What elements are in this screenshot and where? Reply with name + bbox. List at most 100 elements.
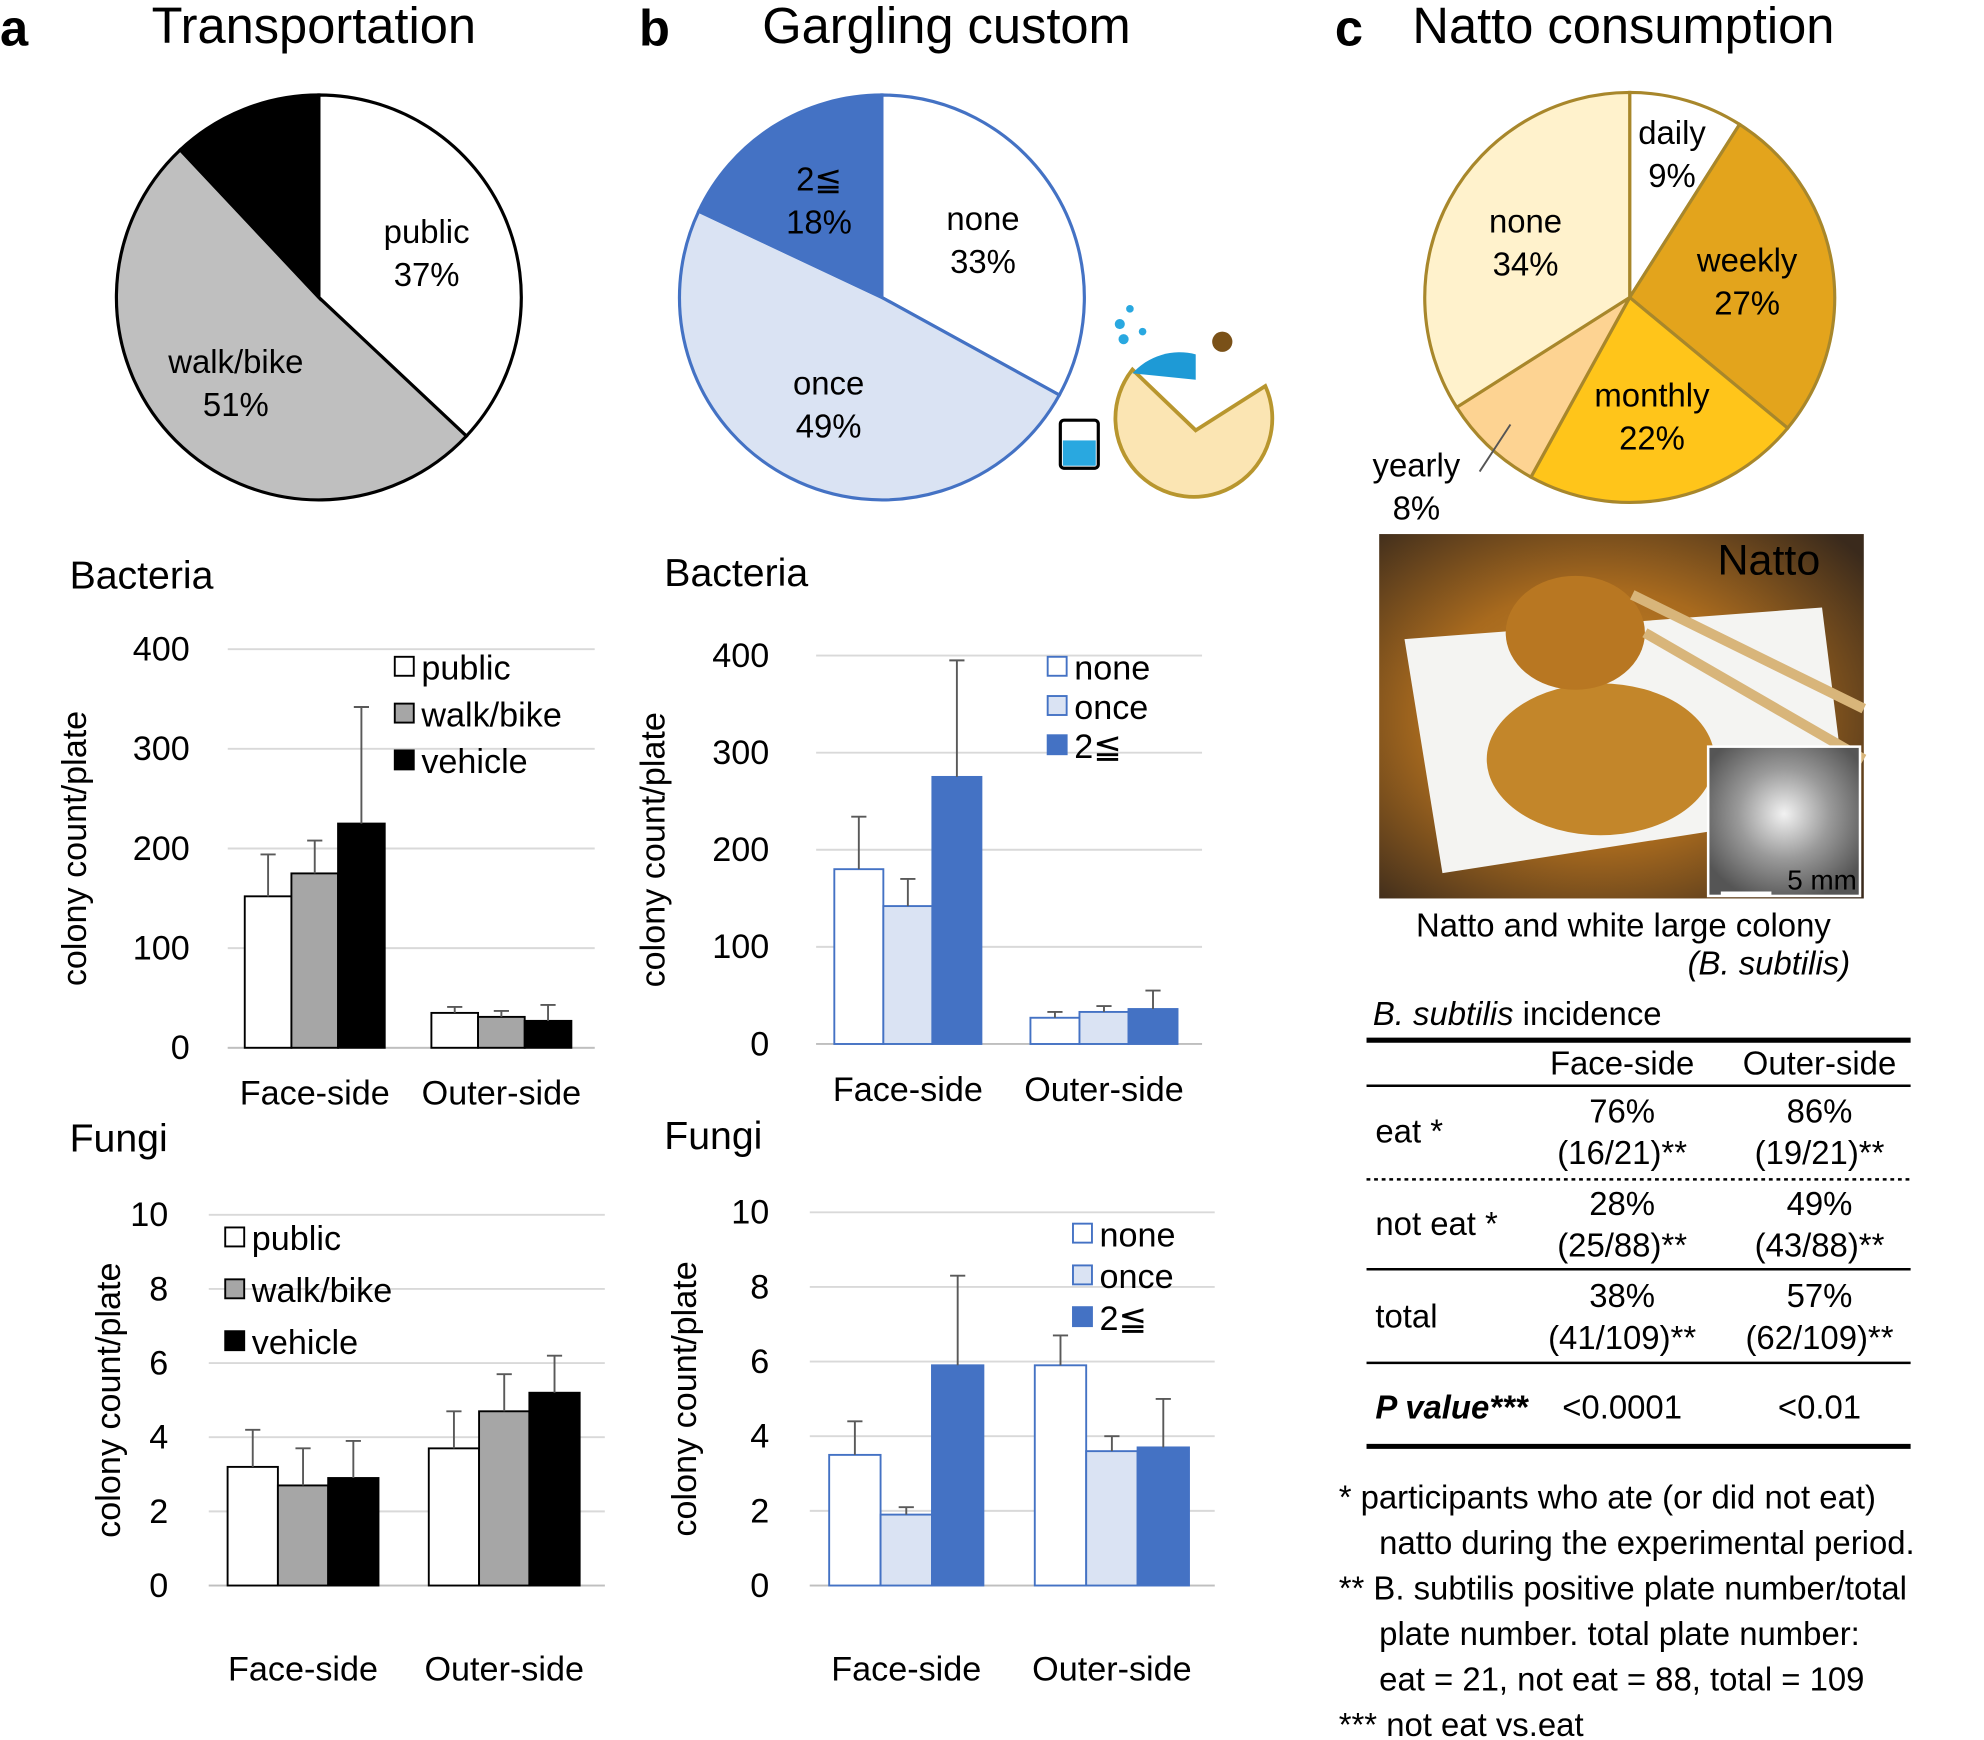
legend-label: none: [1100, 1216, 1176, 1254]
natto-photo: [1379, 534, 1867, 899]
slice-value-label: 34%: [1493, 246, 1559, 283]
x-tick-label: Outer-side: [422, 1075, 581, 1113]
table-cell: <0.0001: [1562, 1389, 1682, 1426]
legend-swatch: [224, 1226, 246, 1248]
bar: [833, 868, 885, 1045]
bar: [931, 775, 983, 1045]
chart-title: Fungi: [664, 1114, 762, 1158]
table-title-rest: incidence: [1514, 995, 1662, 1032]
bar: [430, 1011, 479, 1049]
slice-label: public: [384, 213, 470, 250]
pie-slice: [1423, 90, 1632, 410]
error-bar: [900, 877, 916, 907]
table-cell: (43/88)**: [1755, 1227, 1885, 1264]
column-header: Face-side: [1550, 1044, 1694, 1081]
y-tick-label: 10: [130, 1196, 168, 1234]
legend-swatch: [1046, 734, 1068, 756]
y-tick-label: 0: [750, 1567, 769, 1605]
error-bar: [546, 1354, 563, 1393]
slice-label: monthly: [1594, 377, 1710, 414]
y-tick-label: 200: [712, 831, 769, 869]
table-cell: (41/109)**: [1548, 1319, 1696, 1356]
pie-slice: [1454, 296, 1632, 480]
chart-title: Bacteria: [70, 553, 214, 597]
slice-value-label: 49%: [796, 407, 862, 444]
y-tick-label: 10: [731, 1194, 769, 1232]
error-bar: [1145, 989, 1161, 1010]
error-bar: [950, 1274, 966, 1366]
table-title-italic: B. subtilis: [1373, 995, 1514, 1032]
footnote: ** B. subtilis positive plate number/tot…: [1339, 1569, 1907, 1606]
slice-label: weekly: [1696, 241, 1798, 278]
legend-swatch: [393, 655, 415, 677]
slice-label: none: [946, 200, 1019, 237]
gargle-icon: [1058, 305, 1275, 499]
x-tick-label: Outer-side: [1024, 1071, 1183, 1109]
slice-value-label: 37%: [394, 256, 460, 293]
pie-slice: [317, 93, 523, 439]
y-tick-label: 0: [171, 1029, 190, 1067]
legend-label: 2≦: [1074, 728, 1122, 766]
y-tick-label: 4: [750, 1418, 769, 1456]
legend-swatch: [1072, 1222, 1093, 1244]
error-bar: [898, 1506, 914, 1515]
legend-label: public: [421, 650, 510, 688]
table-cell: <0.01: [1778, 1389, 1861, 1426]
panel-label: a: [0, 0, 29, 57]
legend-swatch: [1072, 1306, 1093, 1328]
chart-title: Fungi: [70, 1117, 168, 1161]
legend-label: 2≦: [1100, 1300, 1148, 1338]
pie-slice: [1528, 295, 1790, 504]
pie-slice: [178, 93, 321, 302]
error-bar: [447, 1005, 463, 1013]
slice-label: none: [1489, 203, 1562, 240]
table-cell: (16/21)**: [1557, 1134, 1687, 1171]
error-bar: [307, 839, 323, 874]
bar: [1127, 1008, 1179, 1045]
slice-label: once: [793, 364, 864, 401]
chart-title: Natto consumption: [1412, 0, 1834, 54]
slice-value-label: 18%: [786, 204, 852, 241]
bar: [477, 1015, 526, 1049]
y-tick-label: 4: [149, 1419, 168, 1457]
bar: [226, 1465, 279, 1587]
footnote: natto during the experimental period.: [1379, 1524, 1914, 1561]
legend-swatch: [1072, 1264, 1093, 1286]
row-label: total: [1375, 1297, 1437, 1334]
y-tick-label: 400: [133, 631, 190, 669]
x-tick-label: Outer-side: [424, 1650, 583, 1688]
error-bar: [847, 1420, 863, 1455]
error-bar: [446, 1410, 462, 1449]
error-bar: [496, 1373, 512, 1412]
slice-value-label: 27%: [1714, 284, 1780, 321]
bar: [1029, 1016, 1081, 1045]
y-axis-label: colony count/plate: [90, 1262, 128, 1537]
error-bar: [1096, 1005, 1112, 1012]
table-cell: (62/109)**: [1745, 1319, 1893, 1356]
bar: [523, 1019, 573, 1049]
pie-slice: [696, 93, 884, 300]
bar: [528, 1391, 581, 1587]
panel-label: c: [1335, 0, 1363, 57]
bar: [1033, 1364, 1088, 1587]
y-axis-label: colony count/plate: [56, 711, 94, 986]
bar: [290, 872, 340, 1049]
table-cell: (25/88)**: [1557, 1227, 1687, 1264]
legend-label: once: [1074, 689, 1148, 727]
pie-slice: [1627, 122, 1837, 431]
error-bar: [353, 706, 369, 824]
pie-slice: [677, 209, 1062, 502]
legend-label: none: [1074, 650, 1150, 688]
row-label: P value***: [1375, 1389, 1529, 1426]
legend-label: vehicle: [421, 743, 527, 781]
bar: [337, 822, 386, 1049]
bar: [1136, 1446, 1190, 1587]
bar: [327, 1477, 380, 1587]
footnote: *** not eat vs.eat: [1339, 1706, 1584, 1740]
legend-label: walk/bike: [251, 1272, 392, 1310]
slice-label: daily: [1638, 114, 1706, 151]
table-title: B. subtilis incidence: [1373, 995, 1662, 1032]
error-bar: [493, 1009, 509, 1017]
chart-title: Gargling custom: [762, 0, 1130, 54]
